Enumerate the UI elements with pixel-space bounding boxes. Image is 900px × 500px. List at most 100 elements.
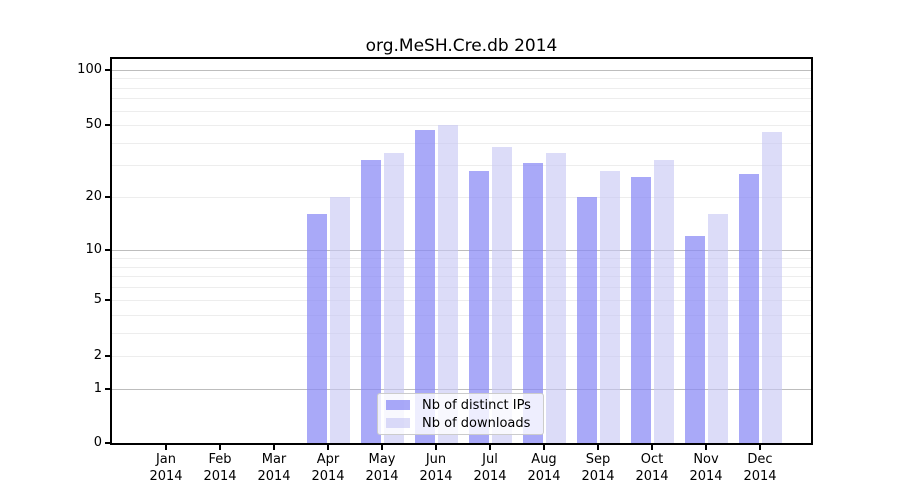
bar-distinct-ips — [360, 160, 381, 443]
x-tick — [489, 445, 491, 450]
gridline-minor — [112, 197, 811, 198]
y-tick-label: 20 — [85, 189, 102, 204]
x-tick-label: Sep 2014 — [570, 451, 626, 485]
bar-downloads — [653, 160, 674, 443]
x-tick-label-line: Mar — [261, 452, 287, 467]
x-tick-label: Nov 2014 — [678, 451, 734, 485]
x-tick-label-line: 2014 — [635, 469, 669, 484]
y-tick — [105, 249, 110, 251]
y-tick-label: 0 — [93, 435, 102, 450]
x-tick-label-line: 2014 — [419, 469, 453, 484]
x-tick-label: Oct 2014 — [624, 451, 680, 485]
x-tick — [597, 445, 599, 450]
x-tick — [273, 445, 275, 450]
x-tick-label-line: 2014 — [365, 469, 399, 484]
x-tick-label-line: 2014 — [743, 469, 777, 484]
gridline-major — [112, 389, 811, 390]
x-tick-label-line: Jan — [155, 452, 177, 467]
gridline-minor — [112, 276, 811, 278]
bar-distinct-ips — [468, 170, 489, 443]
y-tick-label: 10 — [85, 242, 102, 257]
x-tick — [435, 445, 437, 450]
legend: Nb of distinct IPs Nb of downloads — [377, 393, 544, 435]
gridline-minor — [112, 356, 811, 357]
gridline-minor — [112, 300, 811, 301]
bar-downloads — [761, 131, 782, 443]
y-tick — [105, 69, 110, 71]
gridline-major — [112, 250, 811, 251]
gridline-minor — [112, 98, 811, 100]
x-tick-label-line: Jul — [482, 452, 498, 467]
bar-downloads — [437, 125, 458, 443]
x-tick — [381, 445, 383, 450]
bar-distinct-ips — [630, 176, 651, 443]
y-tick-label: 50 — [85, 117, 102, 132]
plot-area — [110, 57, 813, 445]
x-tick-label: Mar 2014 — [246, 451, 302, 485]
gridline-major — [112, 70, 811, 71]
x-tick-label-line: 2014 — [203, 469, 237, 484]
gridline-minor — [112, 287, 811, 289]
y-tick-label: 5 — [93, 292, 102, 307]
x-tick-label-line: Aug — [531, 452, 557, 467]
gridline-minor — [112, 165, 811, 167]
x-tick-label: Apr 2014 — [300, 451, 356, 485]
legend-swatch-distinct-ips — [386, 400, 410, 410]
gridline-minor — [112, 142, 811, 144]
bar-downloads — [491, 146, 512, 443]
y-tick — [105, 196, 110, 198]
legend-item-downloads: Nb of downloads — [378, 416, 543, 431]
x-tick-label: May 2014 — [354, 451, 410, 485]
gridline-minor — [112, 332, 811, 334]
bar-downloads — [545, 153, 566, 443]
bar-distinct-ips — [522, 162, 543, 443]
bar-distinct-ips — [576, 197, 597, 443]
x-tick — [759, 445, 761, 450]
x-tick-label-line: May — [368, 452, 396, 467]
x-tick-label-line: Oct — [640, 452, 664, 467]
x-tick-label-line: Nov — [693, 452, 719, 467]
legend-label: Nb of downloads — [422, 415, 531, 431]
x-tick-label: Feb 2014 — [192, 451, 248, 485]
x-tick-label-line: 2014 — [689, 469, 723, 484]
x-tick-label-line: 2014 — [527, 469, 561, 484]
gridline-minor — [112, 125, 811, 126]
x-tick-label: Dec 2014 — [732, 451, 788, 485]
gridline-minor — [112, 314, 811, 316]
x-tick-label-line: 2014 — [311, 469, 345, 484]
x-tick-label-line: 2014 — [149, 469, 183, 484]
x-tick-label: Jul 2014 — [462, 451, 518, 485]
y-tick — [105, 388, 110, 390]
legend-item-distinct-ips: Nb of distinct IPs — [378, 398, 543, 413]
x-tick-label-line: 2014 — [473, 469, 507, 484]
x-tick-label-line: 2014 — [581, 469, 615, 484]
gridline-minor — [112, 87, 811, 89]
x-tick — [165, 445, 167, 450]
legend-label: Nb of distinct IPs — [422, 397, 531, 413]
bar-downloads — [329, 197, 350, 443]
x-tick-label-line: Jun — [425, 452, 447, 467]
x-tick — [219, 445, 221, 450]
y-tick-label: 2 — [93, 348, 102, 363]
y-tick — [105, 299, 110, 301]
x-tick-label: Jun 2014 — [408, 451, 464, 485]
gridline-minor — [112, 257, 811, 259]
bar-downloads — [599, 170, 620, 443]
legend-swatch-downloads — [386, 418, 410, 428]
chart-title: org.MeSH.Cre.db 2014 — [365, 36, 558, 56]
bar-downloads — [707, 214, 728, 443]
x-tick — [705, 445, 707, 450]
x-tick — [651, 445, 653, 450]
x-tick — [543, 445, 545, 450]
x-tick — [327, 445, 329, 450]
bar-distinct-ips — [306, 214, 327, 443]
bar-distinct-ips — [414, 129, 435, 443]
bar-downloads — [383, 153, 404, 443]
bar-distinct-ips — [684, 236, 705, 443]
x-tick-label: Aug 2014 — [516, 451, 572, 485]
y-tick-label: 100 — [77, 62, 102, 77]
x-tick-label-line: 2014 — [257, 469, 291, 484]
y-tick — [105, 124, 110, 126]
x-tick-label: Jan 2014 — [138, 451, 194, 485]
